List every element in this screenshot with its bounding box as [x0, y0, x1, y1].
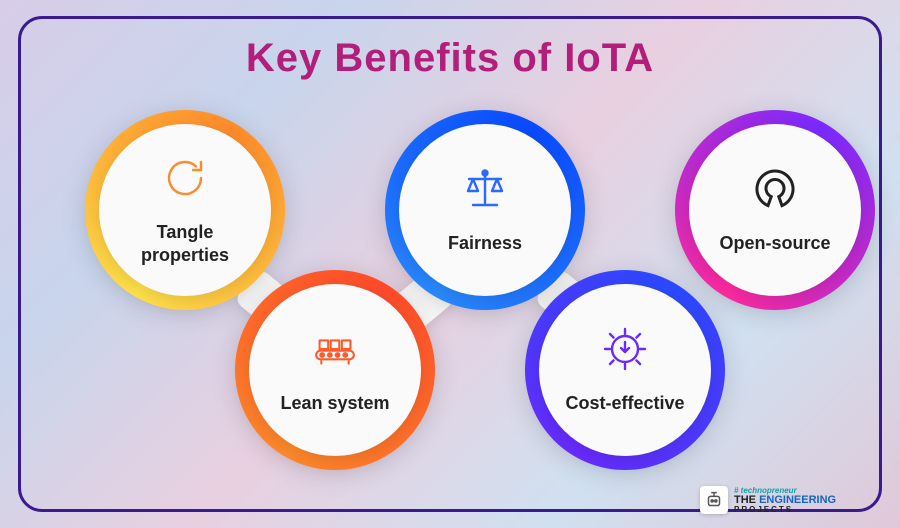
node-inner: Tangleproperties: [99, 124, 271, 296]
node-label-line: Fairness: [448, 232, 522, 255]
footer-text: # technopreneur THE ENGINEERING PROJECTS: [734, 487, 836, 514]
node-label-line: properties: [141, 244, 229, 267]
node-label: Cost-effective: [565, 392, 684, 415]
gear-down-icon: [601, 325, 649, 378]
node-label: Fairness: [448, 232, 522, 255]
node-inner: Fairness: [399, 124, 571, 296]
node-lean: Lean system: [235, 270, 435, 470]
opensource-icon: [751, 165, 799, 218]
conveyor-icon: [311, 325, 359, 378]
node-label-line: Tangle: [141, 221, 229, 244]
node-inner: Lean system: [249, 284, 421, 456]
node-cost: Cost-effective: [525, 270, 725, 470]
node-label: Open-source: [719, 232, 830, 255]
refresh-icon: [161, 154, 209, 207]
node-inner: Cost-effective: [539, 284, 711, 456]
node-label-line: Cost-effective: [565, 392, 684, 415]
robot-icon: [700, 486, 728, 514]
node-open: Open-source: [675, 110, 875, 310]
node-label-line: Lean system: [280, 392, 389, 415]
node-tangle: Tangleproperties: [85, 110, 285, 310]
footer-branding: # technopreneur THE ENGINEERING PROJECTS: [700, 486, 836, 514]
page-title: Key Benefits of IoTA: [0, 36, 900, 81]
node-inner: Open-source: [689, 124, 861, 296]
node-fairness: Fairness: [385, 110, 585, 310]
footer-line3: PROJECTS: [734, 506, 836, 514]
node-label: Tangleproperties: [141, 221, 229, 266]
footer-line1: THE: [734, 494, 756, 506]
scale-icon: [461, 165, 509, 218]
node-label-line: Open-source: [719, 232, 830, 255]
node-label: Lean system: [280, 392, 389, 415]
footer-line2: ENGINEERING: [759, 494, 836, 506]
